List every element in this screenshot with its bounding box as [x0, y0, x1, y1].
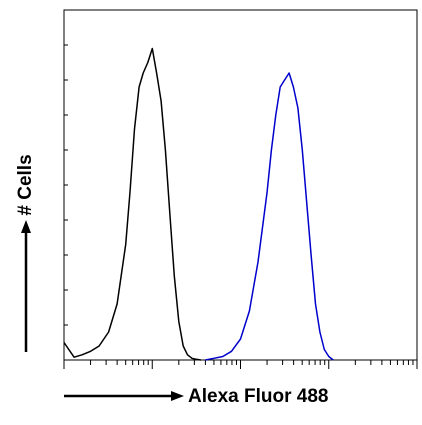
- x-axis-arrowhead: [171, 391, 184, 401]
- histogram-series-2: [205, 72, 334, 361]
- y-axis-label: # Cells: [15, 154, 36, 215]
- plot-frame: [63, 9, 418, 361]
- x-axis-label: Alexa Fluor 488: [188, 386, 328, 407]
- series-layer: [63, 47, 334, 361]
- y-axis-arrowhead: [21, 220, 31, 233]
- y-axis-ticks: [64, 44, 68, 326]
- x-axis-ticks: [63, 360, 418, 369]
- histogram-series-1: [63, 47, 201, 361]
